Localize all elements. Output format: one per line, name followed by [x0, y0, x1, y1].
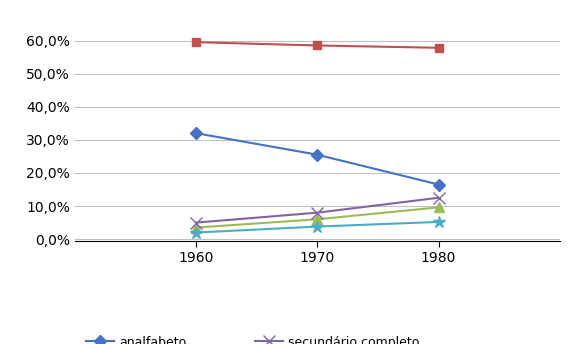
primário completo	[193, 226, 200, 230]
primário incompleto	[193, 40, 200, 44]
Line: analfabeto: analfabeto	[192, 129, 443, 189]
Line: primário incompleto: primário incompleto	[192, 38, 443, 52]
primário incompleto	[435, 46, 442, 50]
analfabeto	[314, 153, 321, 157]
analfabeto	[193, 131, 200, 135]
Legend: analfabeto, primário incompleto, primário completo, secundário completo, superio: analfabeto, primário incompleto, primári…	[81, 331, 424, 344]
secundário completo	[435, 196, 442, 200]
primário completo	[314, 217, 321, 221]
superior completo	[193, 230, 200, 235]
primário incompleto	[314, 43, 321, 47]
superior completo	[435, 220, 442, 224]
Line: superior completo: superior completo	[190, 216, 445, 239]
analfabeto	[435, 182, 442, 186]
secundário completo	[193, 221, 200, 225]
primário completo	[435, 205, 442, 209]
Line: secundário completo: secundário completo	[190, 192, 444, 228]
Line: primário completo: primário completo	[192, 203, 443, 233]
secundário completo	[314, 211, 321, 215]
superior completo	[314, 225, 321, 229]
